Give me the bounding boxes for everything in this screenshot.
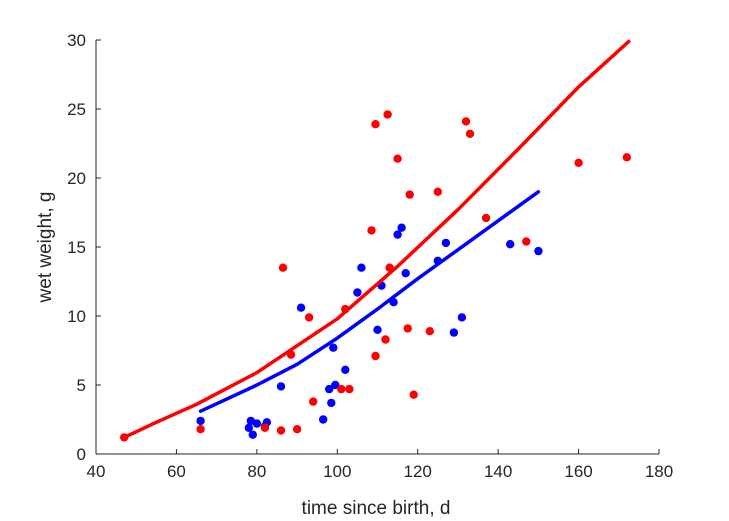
- data-point: [373, 325, 382, 334]
- data-point: [331, 380, 340, 390]
- data-point: [506, 240, 515, 249]
- data-point: [248, 430, 257, 439]
- plot-area: [120, 39, 631, 442]
- data-point: [371, 120, 380, 129]
- x-tick-label: 120: [404, 462, 432, 481]
- data-point: [278, 263, 288, 272]
- x-axis-label: time since birth, d: [302, 498, 451, 519]
- y-tick-label: 5: [77, 376, 86, 395]
- y-tick-label: 25: [67, 100, 86, 119]
- data-point: [286, 350, 296, 359]
- data-point: [433, 187, 442, 196]
- data-point: [522, 237, 531, 246]
- fit-line: [122, 39, 631, 440]
- data-point: [409, 390, 418, 399]
- data-point: [401, 269, 410, 278]
- data-point: [389, 298, 398, 307]
- data-point: [276, 426, 286, 435]
- x-tick-label: 60: [167, 462, 186, 481]
- data-point: [353, 288, 362, 297]
- data-point: [341, 365, 350, 374]
- data-point: [244, 423, 253, 432]
- data-point: [397, 223, 406, 232]
- data-point: [403, 324, 412, 333]
- data-point: [325, 384, 334, 394]
- data-point: [383, 110, 392, 119]
- data-point: [574, 158, 583, 167]
- y-tick-label: 0: [77, 445, 86, 464]
- data-point: [260, 423, 270, 432]
- data-point: [381, 335, 390, 344]
- x-tick-label: 180: [645, 462, 673, 481]
- y-tick-label: 15: [67, 238, 86, 257]
- data-point: [433, 256, 442, 265]
- data-point: [441, 238, 451, 248]
- data-point: [622, 153, 631, 162]
- data-point: [449, 328, 459, 337]
- x-tick-label: 100: [323, 462, 351, 481]
- data-point: [319, 415, 328, 424]
- y-tick-label: 10: [67, 307, 86, 326]
- data-point: [534, 246, 543, 256]
- data-point: [461, 117, 471, 126]
- data-point: [329, 343, 338, 352]
- data-point: [292, 425, 302, 434]
- x-tick-label: 140: [484, 462, 512, 481]
- axes: 40 60 80 100 120 140 160 180 0 5 10 15 20 25 30: [67, 31, 673, 481]
- data-point: [371, 351, 380, 361]
- data-point: [393, 154, 402, 163]
- data-point: [252, 419, 262, 428]
- data-point: [367, 226, 376, 235]
- series-2: [120, 39, 631, 442]
- data-point: [357, 263, 366, 272]
- data-point: [337, 384, 346, 394]
- data-point: [385, 263, 394, 272]
- y-axis-label: wet weight, g: [35, 192, 56, 304]
- x-tick-label: 40: [87, 462, 106, 481]
- data-point: [425, 327, 434, 336]
- data-point: [327, 398, 336, 408]
- series-1: [196, 190, 543, 439]
- data-point: [196, 425, 205, 434]
- data-point: [296, 303, 306, 312]
- data-point: [457, 313, 467, 322]
- fit-line: [198, 190, 541, 413]
- data-point: [465, 129, 475, 138]
- y-tick-label: 30: [67, 31, 86, 50]
- data-point: [304, 313, 314, 322]
- data-point: [276, 382, 286, 391]
- data-point: [120, 433, 129, 442]
- x-tick-label: 160: [564, 462, 592, 481]
- data-point: [345, 384, 354, 394]
- data-point: [309, 397, 318, 406]
- data-point: [196, 416, 205, 426]
- data-point: [481, 213, 491, 223]
- data-point: [393, 230, 402, 239]
- data-point: [341, 304, 350, 314]
- y-tick-label: 20: [67, 169, 86, 188]
- x-tick-label: 80: [247, 462, 266, 481]
- data-point: [405, 190, 414, 199]
